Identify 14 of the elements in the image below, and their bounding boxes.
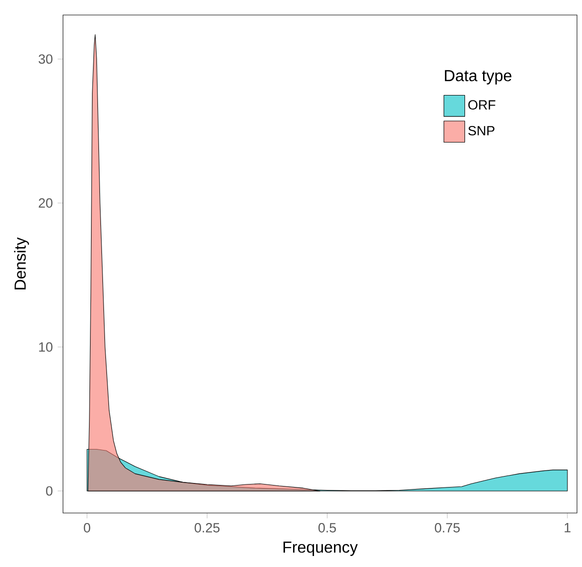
x-tick-label: 0.5 xyxy=(318,523,336,532)
y-axis-title: Density xyxy=(14,237,29,290)
legend-label: SNP xyxy=(468,126,494,136)
legend-title: Data type xyxy=(444,70,512,84)
x-tick-label: 1 xyxy=(564,523,570,532)
x-tick-label: 0.25 xyxy=(194,523,220,532)
x-tick-label: 0.75 xyxy=(434,523,460,532)
y-tick-label: 20 xyxy=(38,198,52,208)
y-tick-label: 10 xyxy=(39,342,52,352)
x-axis-title: Frequency xyxy=(284,542,358,556)
x-tick-label: 0 xyxy=(84,523,90,532)
y-tick-label: 0 xyxy=(46,486,52,496)
y-tick-label: 30 xyxy=(38,54,52,64)
legend-label: ORF xyxy=(468,100,496,110)
